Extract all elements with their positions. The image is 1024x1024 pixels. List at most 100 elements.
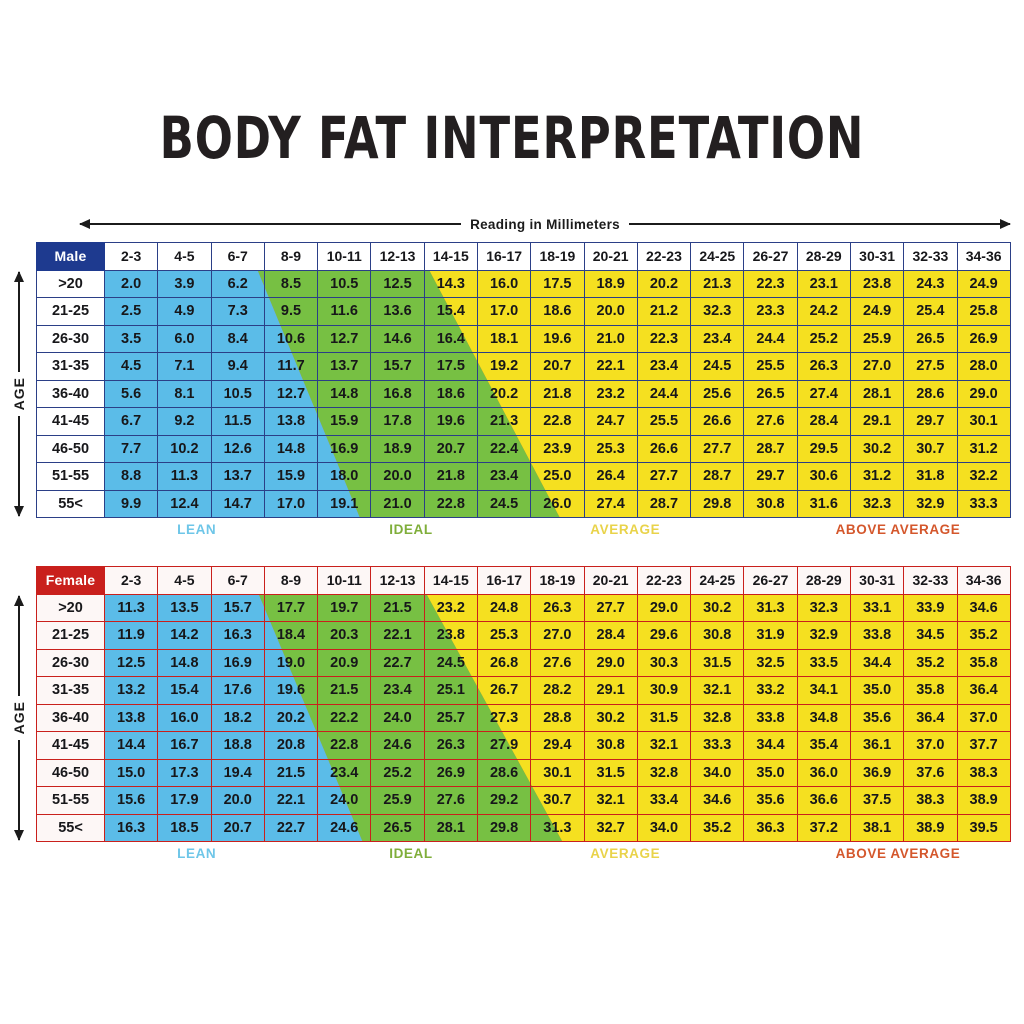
data-cell: 17.0: [476, 297, 532, 326]
data-cell: 32.1: [583, 786, 638, 815]
data-cell: 11.5: [210, 407, 265, 436]
data-cell: 14.4: [103, 731, 159, 760]
data-cell: 14.8: [157, 648, 212, 677]
data-cell: 32.3: [690, 297, 745, 326]
table-row: 46-50 7.7 10.2 12.6 14.8 16.9 18.9 20.7 22.4 23.9…: [36, 434, 1011, 463]
data-cell: 26.7: [476, 676, 532, 705]
legend-ideal-female: IDEAL: [389, 846, 433, 861]
male-table: Male 2-3 4-5 6-7 8-9 10-11 12-13 14-15 16-17 18-…: [36, 242, 1011, 518]
column-header-8-9: 8-9: [263, 242, 319, 271]
data-cell: 15.4: [423, 297, 478, 326]
male-table-body: >20 2.0 3.9 6.2 8.5 10.5 12.5 14.3 16.0 17.5 18.9 2…: [36, 269, 1011, 518]
row-header-age: 55<: [36, 813, 105, 842]
table-row: 26-30 3.5 6.0 8.4 10.6 12.7 14.6 16.4 18.1 19.6 21…: [36, 324, 1011, 353]
age-down-arrow-icon: [14, 739, 24, 842]
data-cell: 17.6: [210, 676, 265, 705]
data-cell: 9.4: [210, 352, 265, 381]
data-cell: 15.6: [103, 786, 159, 815]
data-cell: 38.3: [903, 786, 958, 815]
data-cell: 7.3: [210, 297, 265, 326]
legend-lean-male: LEAN: [177, 522, 217, 537]
page-title: BODY FAT INTERPRETATION: [159, 104, 865, 172]
column-header-10-11: 10-11: [317, 566, 372, 595]
data-cell: 25.0: [530, 462, 585, 491]
data-cell: 25.3: [583, 434, 638, 463]
column-header-16-17: 16-17: [476, 242, 532, 271]
data-cell: 35.2: [690, 813, 745, 842]
table-row: 36-40 5.6 8.1 10.5 12.7 14.8 16.8 18.6 20.2 21.8 2…: [36, 379, 1011, 408]
data-cell: 29.7: [743, 462, 798, 491]
data-cell: 31.5: [583, 758, 638, 787]
reading-axis-label: Reading in Millimeters: [470, 216, 620, 232]
table-row: 41-45 14.4 16.7 18.8 20.8 22.8 24.6 26.3 27.9 29.…: [36, 731, 1011, 760]
data-cell: 4.9: [157, 297, 212, 326]
data-cell: 29.7: [903, 407, 958, 436]
data-cell: 32.1: [636, 731, 692, 760]
data-cell: 24.6: [370, 731, 425, 760]
data-cell: 5.6: [103, 379, 159, 408]
data-cell: 35.6: [743, 786, 798, 815]
data-cell: 27.0: [530, 621, 585, 650]
data-cell: 21.0: [583, 324, 638, 353]
data-cell: 24.5: [476, 489, 532, 518]
data-cell: 27.4: [796, 379, 851, 408]
data-cell: 32.9: [796, 621, 851, 650]
data-cell: 23.9: [530, 434, 585, 463]
data-cell: 26.3: [530, 593, 585, 622]
data-cell: 8.5: [263, 269, 319, 298]
column-header-18-19: 18-19: [530, 242, 585, 271]
data-cell: 14.7: [210, 489, 265, 518]
data-cell: 35.2: [956, 621, 1011, 650]
data-cell: 34.4: [849, 648, 905, 677]
legend-average-female: AVERAGE: [590, 846, 661, 861]
data-cell: 21.5: [370, 593, 425, 622]
data-cell: 18.1: [476, 324, 532, 353]
data-cell: 28.7: [743, 434, 798, 463]
data-cell: 23.2: [423, 593, 478, 622]
data-cell: 30.3: [636, 648, 692, 677]
data-cell: 23.8: [849, 269, 905, 298]
data-cell: 30.1: [530, 758, 585, 787]
row-header-age: 31-35: [36, 352, 105, 381]
data-cell: 22.4: [476, 434, 532, 463]
data-cell: 11.3: [103, 593, 159, 622]
data-cell: 29.8: [690, 489, 745, 518]
data-cell: 20.0: [210, 786, 265, 815]
data-cell: 20.8: [263, 731, 319, 760]
data-cell: 13.2: [103, 676, 159, 705]
table-row: 55< 16.3 18.5 20.7 22.7 24.6 26.5 28.1 29.8 31.3 3…: [36, 813, 1011, 842]
data-cell: 10.5: [210, 379, 265, 408]
row-header-age: 51-55: [36, 462, 105, 491]
column-header-14-15: 14-15: [423, 566, 478, 595]
row-header-age: 46-50: [36, 434, 105, 463]
data-cell: 21.3: [690, 269, 745, 298]
data-cell: 15.4: [157, 676, 212, 705]
data-cell: 33.1: [849, 593, 905, 622]
legend-average-male: AVERAGE: [590, 522, 661, 537]
data-cell: 15.9: [317, 407, 372, 436]
data-cell: 12.4: [157, 489, 212, 518]
data-cell: 14.8: [263, 434, 319, 463]
data-cell: 19.4: [210, 758, 265, 787]
data-cell: 30.2: [849, 434, 905, 463]
column-header-34-36: 34-36: [956, 566, 1011, 595]
data-cell: 11.7: [263, 352, 319, 381]
column-header-2-3: 2-3: [103, 242, 159, 271]
column-header-22-23: 22-23: [636, 242, 692, 271]
data-cell: 29.0: [956, 379, 1011, 408]
data-cell: 18.9: [583, 269, 638, 298]
column-header-12-13: 12-13: [370, 242, 425, 271]
data-cell: 18.0: [317, 462, 372, 491]
row-header-age: 36-40: [36, 379, 105, 408]
data-cell: 21.5: [263, 758, 319, 787]
data-cell: 30.7: [903, 434, 958, 463]
data-cell: 33.5: [796, 648, 851, 677]
data-cell: 23.1: [796, 269, 851, 298]
column-header-30-31: 30-31: [849, 242, 905, 271]
table-row: 51-55 15.6 17.9 20.0 22.1 24.0 25.9 27.6 29.2 30.…: [36, 786, 1011, 815]
data-cell: 37.5: [849, 786, 905, 815]
data-cell: 27.5: [903, 352, 958, 381]
data-cell: 24.6: [317, 813, 372, 842]
data-cell: 29.0: [636, 593, 692, 622]
data-cell: 28.0: [956, 352, 1011, 381]
